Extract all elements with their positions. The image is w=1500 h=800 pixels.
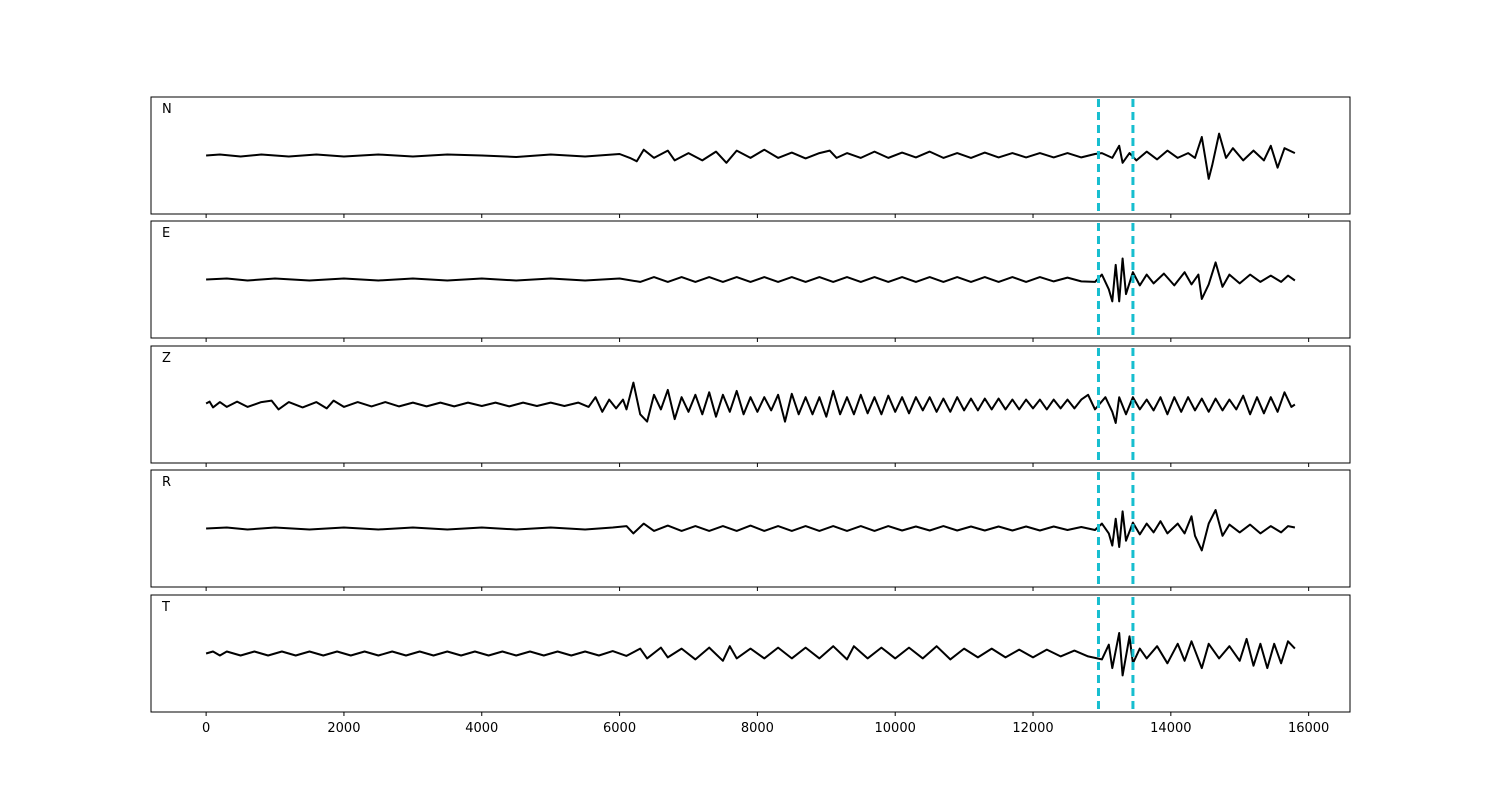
x-tick-label: 12000 [1012,721,1053,736]
x-tick-label: 8000 [741,721,774,736]
trace-line-z [205,381,1296,424]
x-tick-label: 2000 [327,721,360,736]
panel-frame [150,594,1351,713]
trace-line-n [206,132,1296,180]
x-tick-label: 10000 [875,721,916,736]
panel-frame [150,469,1351,588]
trace-line-t [205,632,1296,677]
panel-n: N [150,96,1351,218]
channel-label: N [162,102,172,117]
x-tick-label: 4000 [465,721,498,736]
channel-label: R [162,475,171,490]
panel-z: Z [150,345,1351,467]
trace-line-e [206,257,1296,303]
panels-group: N E Z R T [150,96,1351,716]
x-tick-label: 0 [202,721,210,736]
panel-frame [150,96,1351,215]
panel-t: T [150,594,1351,716]
x-tick-label: 16000 [1288,721,1329,736]
panel-frame [150,220,1351,339]
x-tick-label: 14000 [1150,721,1191,736]
trace-line-r [206,509,1296,552]
panel-r: R [150,469,1351,591]
channel-label: T [161,600,170,615]
panel-e: E [150,220,1351,342]
channel-label: E [162,226,170,241]
x-axis: 0 2000 4000 6000 8000 10000 12000 14000 16000 [202,721,1329,736]
panel-frame [150,345,1351,464]
channel-label: Z [162,351,171,366]
x-tick-label: 6000 [603,721,636,736]
